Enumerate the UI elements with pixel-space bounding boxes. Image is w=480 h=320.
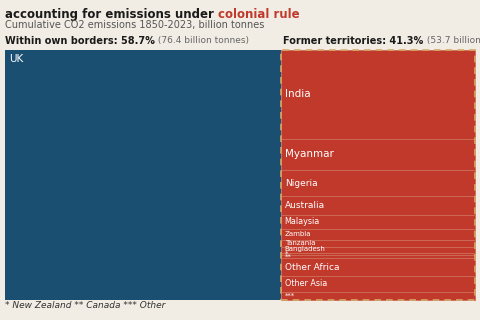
Bar: [281, 229, 475, 239]
Text: Myanmar: Myanmar: [285, 149, 334, 159]
Bar: [281, 292, 475, 300]
Text: Malaysia: Malaysia: [285, 217, 320, 226]
Text: India: India: [285, 89, 311, 100]
Bar: [281, 170, 475, 196]
Bar: [281, 50, 475, 300]
Text: UK: UK: [9, 54, 23, 64]
Text: ***: ***: [285, 293, 295, 299]
Text: Other Asia: Other Asia: [285, 279, 327, 289]
Text: Cumulative CO2 emissions 1850-2023, billion tonnes: Cumulative CO2 emissions 1850-2023, bill…: [5, 20, 264, 30]
Text: Other Africa: Other Africa: [285, 263, 339, 272]
Text: Tanzania: Tanzania: [285, 240, 315, 246]
Text: accounting for emissions under: accounting for emissions under: [5, 8, 218, 21]
Text: **: **: [285, 254, 291, 260]
Text: (53.7 billion tonnes): (53.7 billion tonnes): [423, 36, 480, 45]
Bar: [281, 255, 475, 258]
Bar: [281, 50, 475, 139]
Text: colonial rule: colonial rule: [218, 8, 300, 21]
Text: Zambia: Zambia: [285, 231, 311, 237]
Bar: [281, 196, 475, 215]
Bar: [281, 139, 475, 170]
Text: * New Zealand ** Canada *** Other: * New Zealand ** Canada *** Other: [5, 301, 166, 310]
Text: Within own borders: 58.7%: Within own borders: 58.7%: [5, 36, 155, 46]
Text: Nigeria: Nigeria: [285, 179, 317, 188]
Bar: [281, 252, 475, 255]
Bar: [281, 239, 475, 246]
Text: Bangladesh: Bangladesh: [285, 246, 325, 252]
Bar: [281, 246, 475, 252]
Bar: [281, 276, 475, 292]
Bar: [5, 50, 281, 300]
Bar: [281, 215, 475, 229]
Text: (76.4 billion tonnes): (76.4 billion tonnes): [155, 36, 249, 45]
Text: Australia: Australia: [285, 201, 325, 210]
Bar: [281, 258, 475, 276]
Text: *: *: [285, 251, 288, 257]
Text: Former territories: 41.3%: Former territories: 41.3%: [283, 36, 423, 46]
